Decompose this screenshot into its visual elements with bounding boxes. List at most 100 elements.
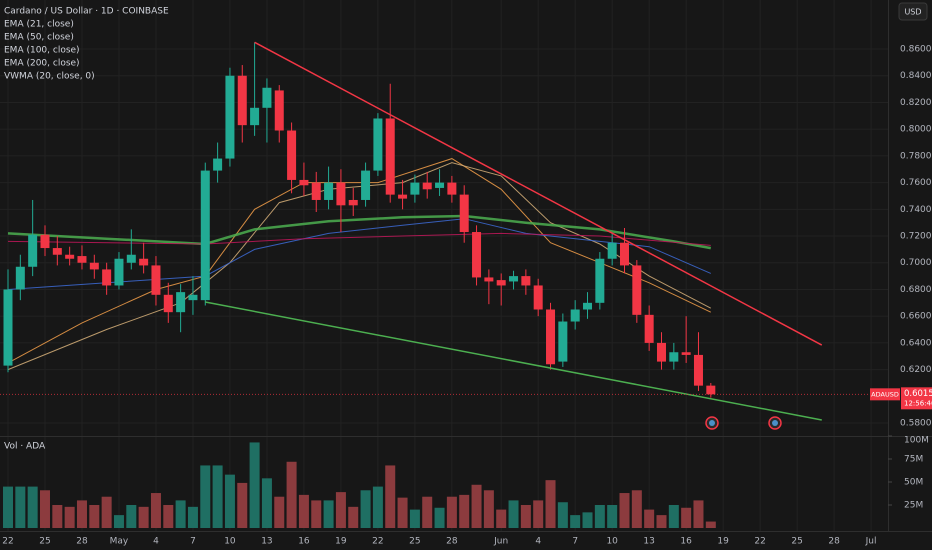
candle-body — [558, 321, 568, 362]
volume-tick-label: 25M — [904, 501, 923, 511]
volume-bar — [681, 507, 692, 528]
indicator-legend: EMA (200, close) — [4, 59, 80, 69]
candle-body — [484, 277, 494, 282]
y-tick-label: 0.6400 — [900, 338, 932, 348]
volume-bar — [286, 461, 297, 528]
volume-bar — [261, 478, 272, 528]
volume-bar — [594, 505, 605, 528]
currency-label: USD — [904, 8, 921, 17]
candle-body — [52, 248, 62, 255]
volume-bar — [385, 465, 396, 528]
volume-bar — [619, 493, 630, 528]
volume-bar — [483, 490, 494, 528]
x-tick-label: 28 — [446, 537, 458, 547]
y-tick-label: 0.7800 — [900, 151, 932, 161]
candle-body — [607, 242, 617, 259]
candle-body — [3, 289, 13, 366]
x-tick-label: 10 — [606, 537, 618, 547]
candle-body — [336, 182, 346, 206]
x-tick-label: 22 — [754, 537, 765, 547]
y-tick-label: 0.8000 — [900, 125, 932, 135]
candle-body — [706, 385, 716, 395]
candle-body — [644, 314, 654, 343]
x-tick-label: Jun — [493, 537, 508, 547]
volume-bar — [668, 505, 679, 528]
candle-body — [410, 182, 420, 195]
candle-body — [447, 182, 457, 195]
volume-bar — [101, 496, 112, 528]
volume-bar — [459, 494, 470, 528]
candle-body — [77, 256, 87, 263]
volume-tick-label: 100M — [904, 436, 929, 446]
candle-body — [102, 269, 112, 286]
candle-body — [89, 262, 99, 270]
candle-body — [521, 276, 531, 286]
indicator-legend: EMA (50, close) — [4, 33, 74, 43]
currency-button[interactable] — [898, 2, 928, 21]
volume-bar — [705, 521, 716, 528]
y-tick-label: 0.8200 — [900, 98, 932, 108]
chart-title: Cardano / US Dollar · 1D · COINBASE — [4, 7, 169, 17]
candle-body — [28, 234, 38, 267]
candle-body — [225, 75, 235, 159]
indicator-legend: EMA (21, close) — [4, 20, 74, 30]
volume-bar — [138, 506, 149, 528]
y-tick-label: 0.6200 — [900, 365, 932, 375]
plot — [0, 41, 888, 528]
volume-bar — [570, 515, 581, 528]
candle-body — [250, 107, 260, 126]
volume-bar — [557, 502, 568, 528]
volume-bar — [298, 494, 309, 528]
candle-body — [65, 254, 75, 259]
volume-bar — [89, 505, 100, 528]
volume-bar — [434, 507, 445, 528]
y-tick-label: 0.5800 — [900, 419, 932, 429]
candle-body — [200, 170, 210, 301]
symbol-label: ADAUSD — [871, 390, 899, 398]
candle-body — [422, 182, 432, 190]
candle-body — [176, 292, 186, 313]
volume-bar — [631, 490, 642, 528]
volume-bar — [360, 490, 371, 528]
volume-bar — [249, 442, 260, 528]
y-tick-label: 0.6600 — [900, 312, 932, 322]
x-tick-label: 13 — [261, 537, 272, 547]
candle-body — [546, 309, 556, 365]
volume-bar — [693, 500, 704, 528]
volume-bar — [175, 500, 186, 528]
volume-bar — [212, 465, 223, 528]
y-tick-label: 0.7200 — [900, 232, 932, 242]
volume-bar — [187, 506, 198, 528]
volume-bar — [520, 505, 531, 528]
candle-body — [15, 266, 25, 290]
candle-body — [656, 342, 666, 362]
candle-body — [151, 265, 161, 295]
candle-body — [213, 158, 223, 171]
volume-bar — [582, 512, 593, 528]
volume-bar — [27, 486, 38, 528]
x-tick-label: 25 — [409, 537, 420, 547]
event-icon — [709, 420, 715, 426]
x-tick-label: Jul — [865, 537, 877, 547]
x-tick-label: 19 — [335, 537, 347, 547]
volume-bar — [471, 484, 482, 528]
volume-bar — [126, 505, 137, 528]
candle-body — [669, 352, 679, 362]
volume-bar — [15, 486, 26, 528]
volume-tick-label: 75M — [904, 455, 923, 465]
x-tick-label: 4 — [153, 537, 159, 547]
x-tick-label: 7 — [190, 537, 196, 547]
volume-bar — [323, 500, 334, 528]
volume-title: Vol · ADA — [4, 442, 46, 452]
volume-bar — [446, 496, 457, 528]
volume-bar — [397, 497, 408, 528]
volume-bar — [422, 496, 433, 528]
volume-tick-label: 50M — [904, 478, 923, 488]
x-tick-label: 25 — [791, 537, 802, 547]
x-tick-label: May — [110, 537, 129, 547]
y-tick-label: 0.7600 — [900, 178, 932, 188]
y-tick-label: 0.7000 — [900, 258, 932, 268]
candle-body — [348, 199, 358, 206]
volume-bar — [200, 465, 211, 528]
